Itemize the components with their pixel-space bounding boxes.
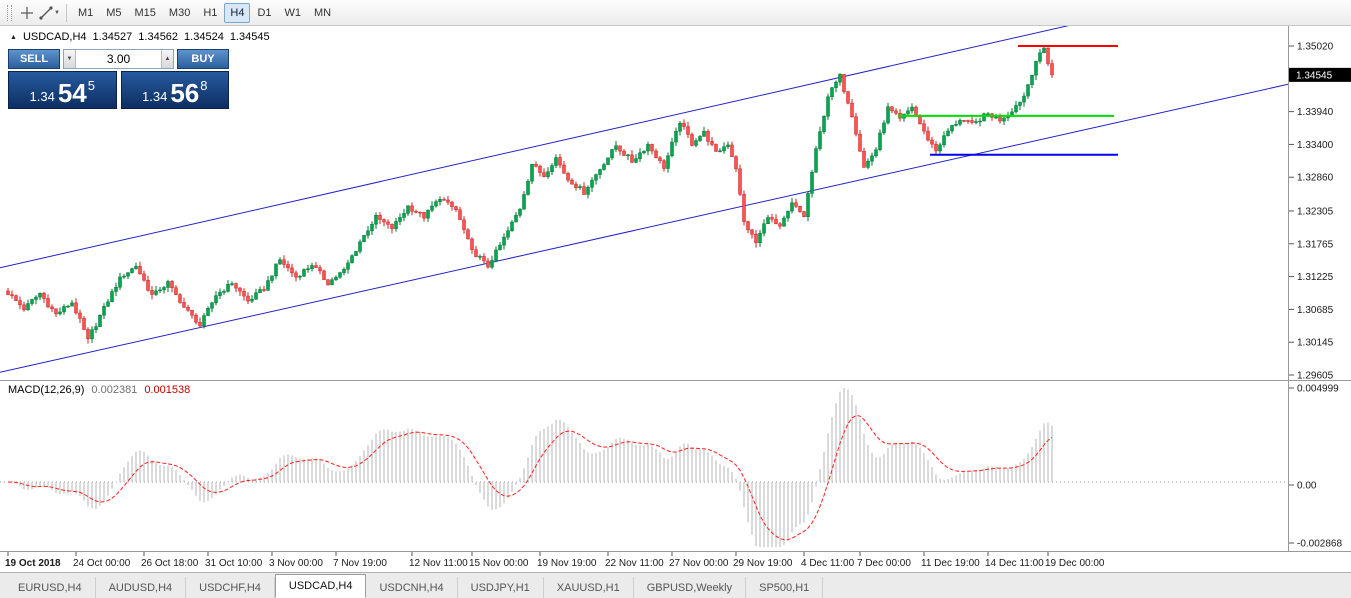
svg-text:-0.002868: -0.002868 [1297,539,1342,550]
macd-axis[interactable]: 0.004999 0.00 -0.002868 [1289,384,1342,550]
timeframe-group: M1 M5 M15 M30 H1 H4 D1 W1 MN [72,2,337,23]
tab-eurusd-h4[interactable]: EURUSD,H4 [5,577,96,598]
svg-text:19 Oct 2018: 19 Oct 2018 [5,558,61,569]
svg-text:19 Dec 00:00: 19 Dec 00:00 [1045,558,1105,569]
current-price-badge: 1.34545 [1289,67,1351,82]
sell-button[interactable]: SELL [8,49,60,69]
svg-text:29 Nov 19:00: 29 Nov 19:00 [733,558,793,569]
svg-text:1.35020: 1.35020 [1297,42,1334,53]
volume-input[interactable] [75,50,162,68]
svg-text:1.30685: 1.30685 [1297,305,1334,316]
buy-price-display[interactable]: 1.34 56 8 [120,71,229,109]
svg-text:12 Nov 11:00: 12 Nov 11:00 [409,558,468,569]
channel-lower-line[interactable] [0,83,1288,373]
tab-audusd-h4[interactable]: AUDUSD,H4 [96,577,187,598]
timeframe-m1[interactable]: M1 [77,6,94,19]
macd-indicator-label: MACD(12,26,9) 0.002381 0.001538 [8,384,190,396]
tab-xauusd-h1[interactable]: XAUUSD,H1 [544,577,634,598]
main-toolbar: ▼ M1 M5 M15 M30 H1 H4 D1 W1 MN [0,0,1351,26]
macd-histogram [11,388,1053,547]
tab-sp500-h1[interactable]: SP500,H1 [746,577,824,598]
ohlc-close: 1.34545 [229,31,270,43]
svg-text:19 Nov 19:00: 19 Nov 19:00 [537,558,597,569]
svg-text:1.32860: 1.32860 [1297,173,1334,184]
crosshair-icon [21,6,33,19]
buy-price-pips: 56 [170,77,200,108]
timeframe-m30[interactable]: M30 [168,6,191,19]
svg-text:1.31765: 1.31765 [1297,239,1334,250]
chart-canvas[interactable]: 1.35020 1.33940 1.33400 1.32860 1.32305 1.317… [0,26,1351,572]
svg-text:7 Dec 00:00: 7 Dec 00:00 [857,558,911,569]
time-axis[interactable]: 19 Oct 2018 24 Oct 00:00 26 Oct 18:00 31 Oc… [5,552,1105,569]
svg-text:3 Nov 00:00: 3 Nov 00:00 [269,558,323,569]
macd-signal-line [7,414,1053,541]
timeframe-m5[interactable]: M5 [106,6,122,19]
timeframe-w1[interactable]: W1 [284,6,302,19]
sell-price-display[interactable]: 1.34 54 5 [8,71,117,109]
chart-marker-icon: ▲ [10,33,17,41]
sell-price-pips: 54 [57,77,87,108]
tab-usdcnh-h4[interactable]: USDCNH,H4 [366,577,458,598]
timeframe-d1[interactable]: D1 [257,6,272,19]
svg-text:4 Dec 11:00: 4 Dec 11:00 [801,558,855,569]
svg-text:31 Oct 10:00: 31 Oct 10:00 [205,558,263,569]
chart-area: 1.35020 1.33940 1.33400 1.32860 1.32305 1.317… [0,26,1351,572]
svg-text:24 Oct 00:00: 24 Oct 00:00 [73,558,131,569]
tab-usdcad-h4[interactable]: USDCAD,H4 [274,574,367,598]
candles-layer [6,46,1054,344]
macd-name: MACD(12,26,9) [8,384,85,396]
chart-tabbar: EURUSD,H4 AUDUSD,H4 USDCHF,H4 USDCAD,H4 USDC… [0,572,1351,598]
timeframe-h1[interactable]: H1 [203,6,218,19]
draw-tools-button[interactable]: ▼ [38,3,61,23]
trendline-tool-icon [39,5,53,20]
volume-increase-button[interactable]: ▲ [161,50,173,68]
timeframe-mn[interactable]: MN [314,6,332,19]
svg-text:1.33940: 1.33940 [1297,107,1334,118]
volume-decrease-button[interactable]: ▼ [64,50,76,68]
dropdown-caret-icon: ▼ [54,9,60,16]
buy-button[interactable]: BUY [177,49,229,69]
svg-text:1.32305: 1.32305 [1297,206,1334,217]
svg-text:1.30145: 1.30145 [1297,338,1334,349]
buy-price-frac: 8 [200,78,208,93]
channel-upper-line[interactable] [0,26,1288,269]
svg-text:7 Nov 19:00: 7 Nov 19:00 [333,558,387,569]
chart-title: ▲ USDCAD,H4 1.34527 1.34562 1.34524 1.34… [10,31,270,43]
sell-price-frac: 5 [87,78,95,93]
buy-price-base: 1.34 [142,89,168,104]
tab-usdjpy-h1[interactable]: USDJPY,H1 [458,577,544,598]
crosshair-tool-button[interactable] [16,3,38,23]
macd-signal-value: 0.001538 [144,384,191,396]
macd-plot[interactable] [0,388,1288,547]
chart-symbol-period: USDCAD,H4 [22,31,87,43]
svg-text:1.29605: 1.29605 [1297,370,1334,381]
svg-text:0.004999: 0.004999 [1297,384,1339,395]
price-plot[interactable] [0,26,1288,373]
one-click-trading-panel: SELL ▼ ▲ BUY 1.34 54 5 1.34 56 8 [8,49,229,109]
tab-gbpusd-weekly[interactable]: GBPUSD,Weekly [634,577,747,598]
svg-text:0.00: 0.00 [1297,481,1317,492]
timeframe-h4[interactable]: H4 [224,2,251,23]
toolbar-grip[interactable] [7,4,12,21]
macd-main-value: 0.002381 [91,384,138,396]
svg-text:22 Nov 11:00: 22 Nov 11:00 [605,558,664,569]
svg-text:15 Nov 00:00: 15 Nov 00:00 [469,558,529,569]
svg-text:1.33400: 1.33400 [1297,140,1334,151]
price-axis[interactable]: 1.35020 1.33940 1.33400 1.32860 1.32305 1.317… [1289,42,1351,382]
ohlc-low: 1.34524 [184,31,224,43]
volume-stepper: ▼ ▲ [63,49,174,69]
tab-usdchf-h4[interactable]: USDCHF,H4 [186,577,275,598]
svg-text:27 Nov 00:00: 27 Nov 00:00 [669,558,729,569]
svg-text:14 Dec 11:00: 14 Dec 11:00 [985,558,1044,569]
timeframe-m15[interactable]: M15 [134,6,156,19]
svg-text:11 Dec 19:00: 11 Dec 19:00 [921,558,980,569]
ohlc-high: 1.34562 [138,31,179,43]
svg-text:26 Oct 18:00: 26 Oct 18:00 [141,558,199,569]
svg-text:1.34545: 1.34545 [1296,70,1333,81]
toolbar-separator [65,3,67,22]
svg-text:1.31225: 1.31225 [1297,272,1334,283]
sell-price-base: 1.34 [29,89,55,104]
ohlc-open: 1.34527 [92,31,133,43]
